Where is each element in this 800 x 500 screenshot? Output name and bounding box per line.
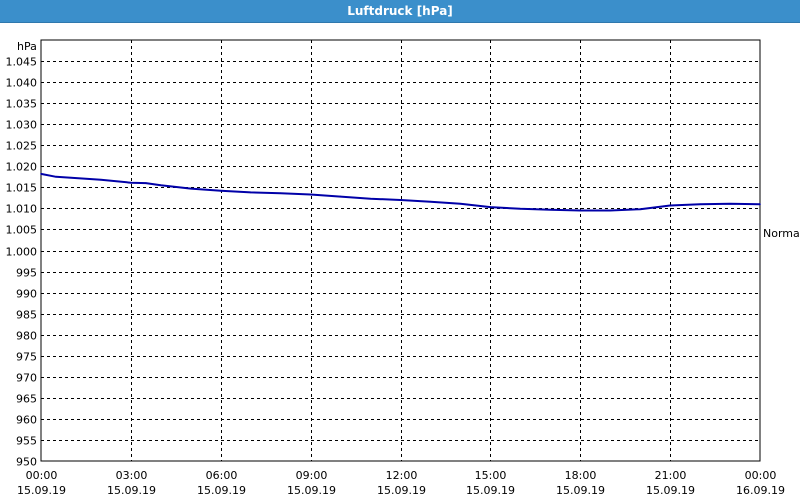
y-tick-label: 970 <box>16 372 37 385</box>
y-tick-label: 1.035 <box>6 98 38 111</box>
x-tick-time-label: 00:00 <box>745 469 777 482</box>
x-tick-time-label: 03:00 <box>116 469 148 482</box>
y-tick-label: 980 <box>16 330 37 343</box>
y-tick-label: 1.030 <box>6 119 38 132</box>
x-tick-date-label: 15.09.19 <box>107 484 156 497</box>
y-tick-label: 1.020 <box>6 161 38 174</box>
x-tick-time-label: 12:00 <box>386 469 418 482</box>
x-tick-date-label: 15.09.19 <box>287 484 336 497</box>
pressure-data-point <box>519 208 522 210</box>
pressure-data-point <box>759 203 761 205</box>
x-tick-date-label: 16.09.19 <box>736 484 785 497</box>
pressure-data-point <box>145 182 147 184</box>
y-axis: 950 955 960 965 970 975 980 985 990 995 1.000 1.005… <box>6 56 38 469</box>
y-tick-label: 1.025 <box>6 140 38 153</box>
pressure-data-point <box>699 203 701 205</box>
y-tick-label: 975 <box>16 351 37 364</box>
y-tick-label: 960 <box>16 414 37 427</box>
pressure-data-point <box>729 203 731 205</box>
pressure-data-point <box>399 199 402 201</box>
y-tick-label: 1.000 <box>6 246 38 259</box>
pressure-data-point <box>70 176 72 179</box>
x-tick-date-label: 15.09.19 <box>197 484 246 497</box>
pressure-data-point <box>579 209 582 212</box>
pressure-data-point <box>130 181 132 184</box>
pressure-data-point <box>55 176 57 178</box>
y-tick-label: 990 <box>16 288 37 301</box>
y-tick-label: 1.045 <box>6 56 38 69</box>
pressure-data-point <box>160 184 162 186</box>
x-tick-date-label: 15.09.19 <box>556 484 605 497</box>
pressure-data-point <box>100 179 102 181</box>
pressure-data-point <box>40 173 42 175</box>
pressure-data-point <box>639 208 641 210</box>
pressure-data-point <box>279 192 282 194</box>
pressure-data-point <box>669 204 671 207</box>
pressure-data-point <box>249 191 252 194</box>
y-tick-label: 950 <box>16 456 37 469</box>
y-tick-label: 1.015 <box>6 182 38 195</box>
y-axis-unit-label: hPa <box>17 40 37 53</box>
y-tick-label: 1.010 <box>6 203 38 216</box>
y-tick-label: 1.040 <box>6 77 38 90</box>
x-tick-time-label: 18:00 <box>565 469 597 482</box>
y-tick-label: 1.005 <box>6 224 38 237</box>
y-tick-label: 995 <box>16 267 37 280</box>
window-title: Luftdruck [hPa] <box>347 4 453 18</box>
y-tick-label: 955 <box>16 435 37 448</box>
x-tick-date-label: 15.09.19 <box>17 484 66 497</box>
pressure-data-point <box>489 206 492 208</box>
pressure-data-point <box>429 200 432 203</box>
pressure-data-point <box>459 203 462 205</box>
y-tick-label: 985 <box>16 309 37 322</box>
pressure-data-point <box>220 189 222 192</box>
y-tick-label: 965 <box>16 393 37 406</box>
reference-label-normal: Normal <box>763 227 800 240</box>
x-tick-date-label: 15.09.19 <box>377 484 426 497</box>
x-tick-time-label: 09:00 <box>296 469 328 482</box>
grid-lines <box>41 40 760 461</box>
plot-area <box>40 39 761 462</box>
pressure-data-point <box>339 195 342 198</box>
pressure-data-point <box>369 197 372 200</box>
pressure-data-point <box>309 193 312 196</box>
x-tick-time-label: 06:00 <box>206 469 238 482</box>
x-tick-time-label: 15:00 <box>475 469 507 482</box>
title-bar: Luftdruck [hPa] <box>0 0 800 23</box>
pressure-data-point <box>609 209 611 212</box>
pressure-data-point <box>549 208 552 211</box>
x-tick-time-label: 21:00 <box>655 469 687 482</box>
x-tick-date-label: 15.09.19 <box>646 484 695 497</box>
x-tick-time-label: 00:00 <box>26 469 58 482</box>
x-tick-date-label: 15.09.19 <box>466 484 515 497</box>
series-layer <box>40 172 761 212</box>
pressure-data-point <box>190 187 192 190</box>
x-axis: 00:00 15.09.19 03:00 15.09.19 06:00 15.09.19 0… <box>17 469 785 497</box>
